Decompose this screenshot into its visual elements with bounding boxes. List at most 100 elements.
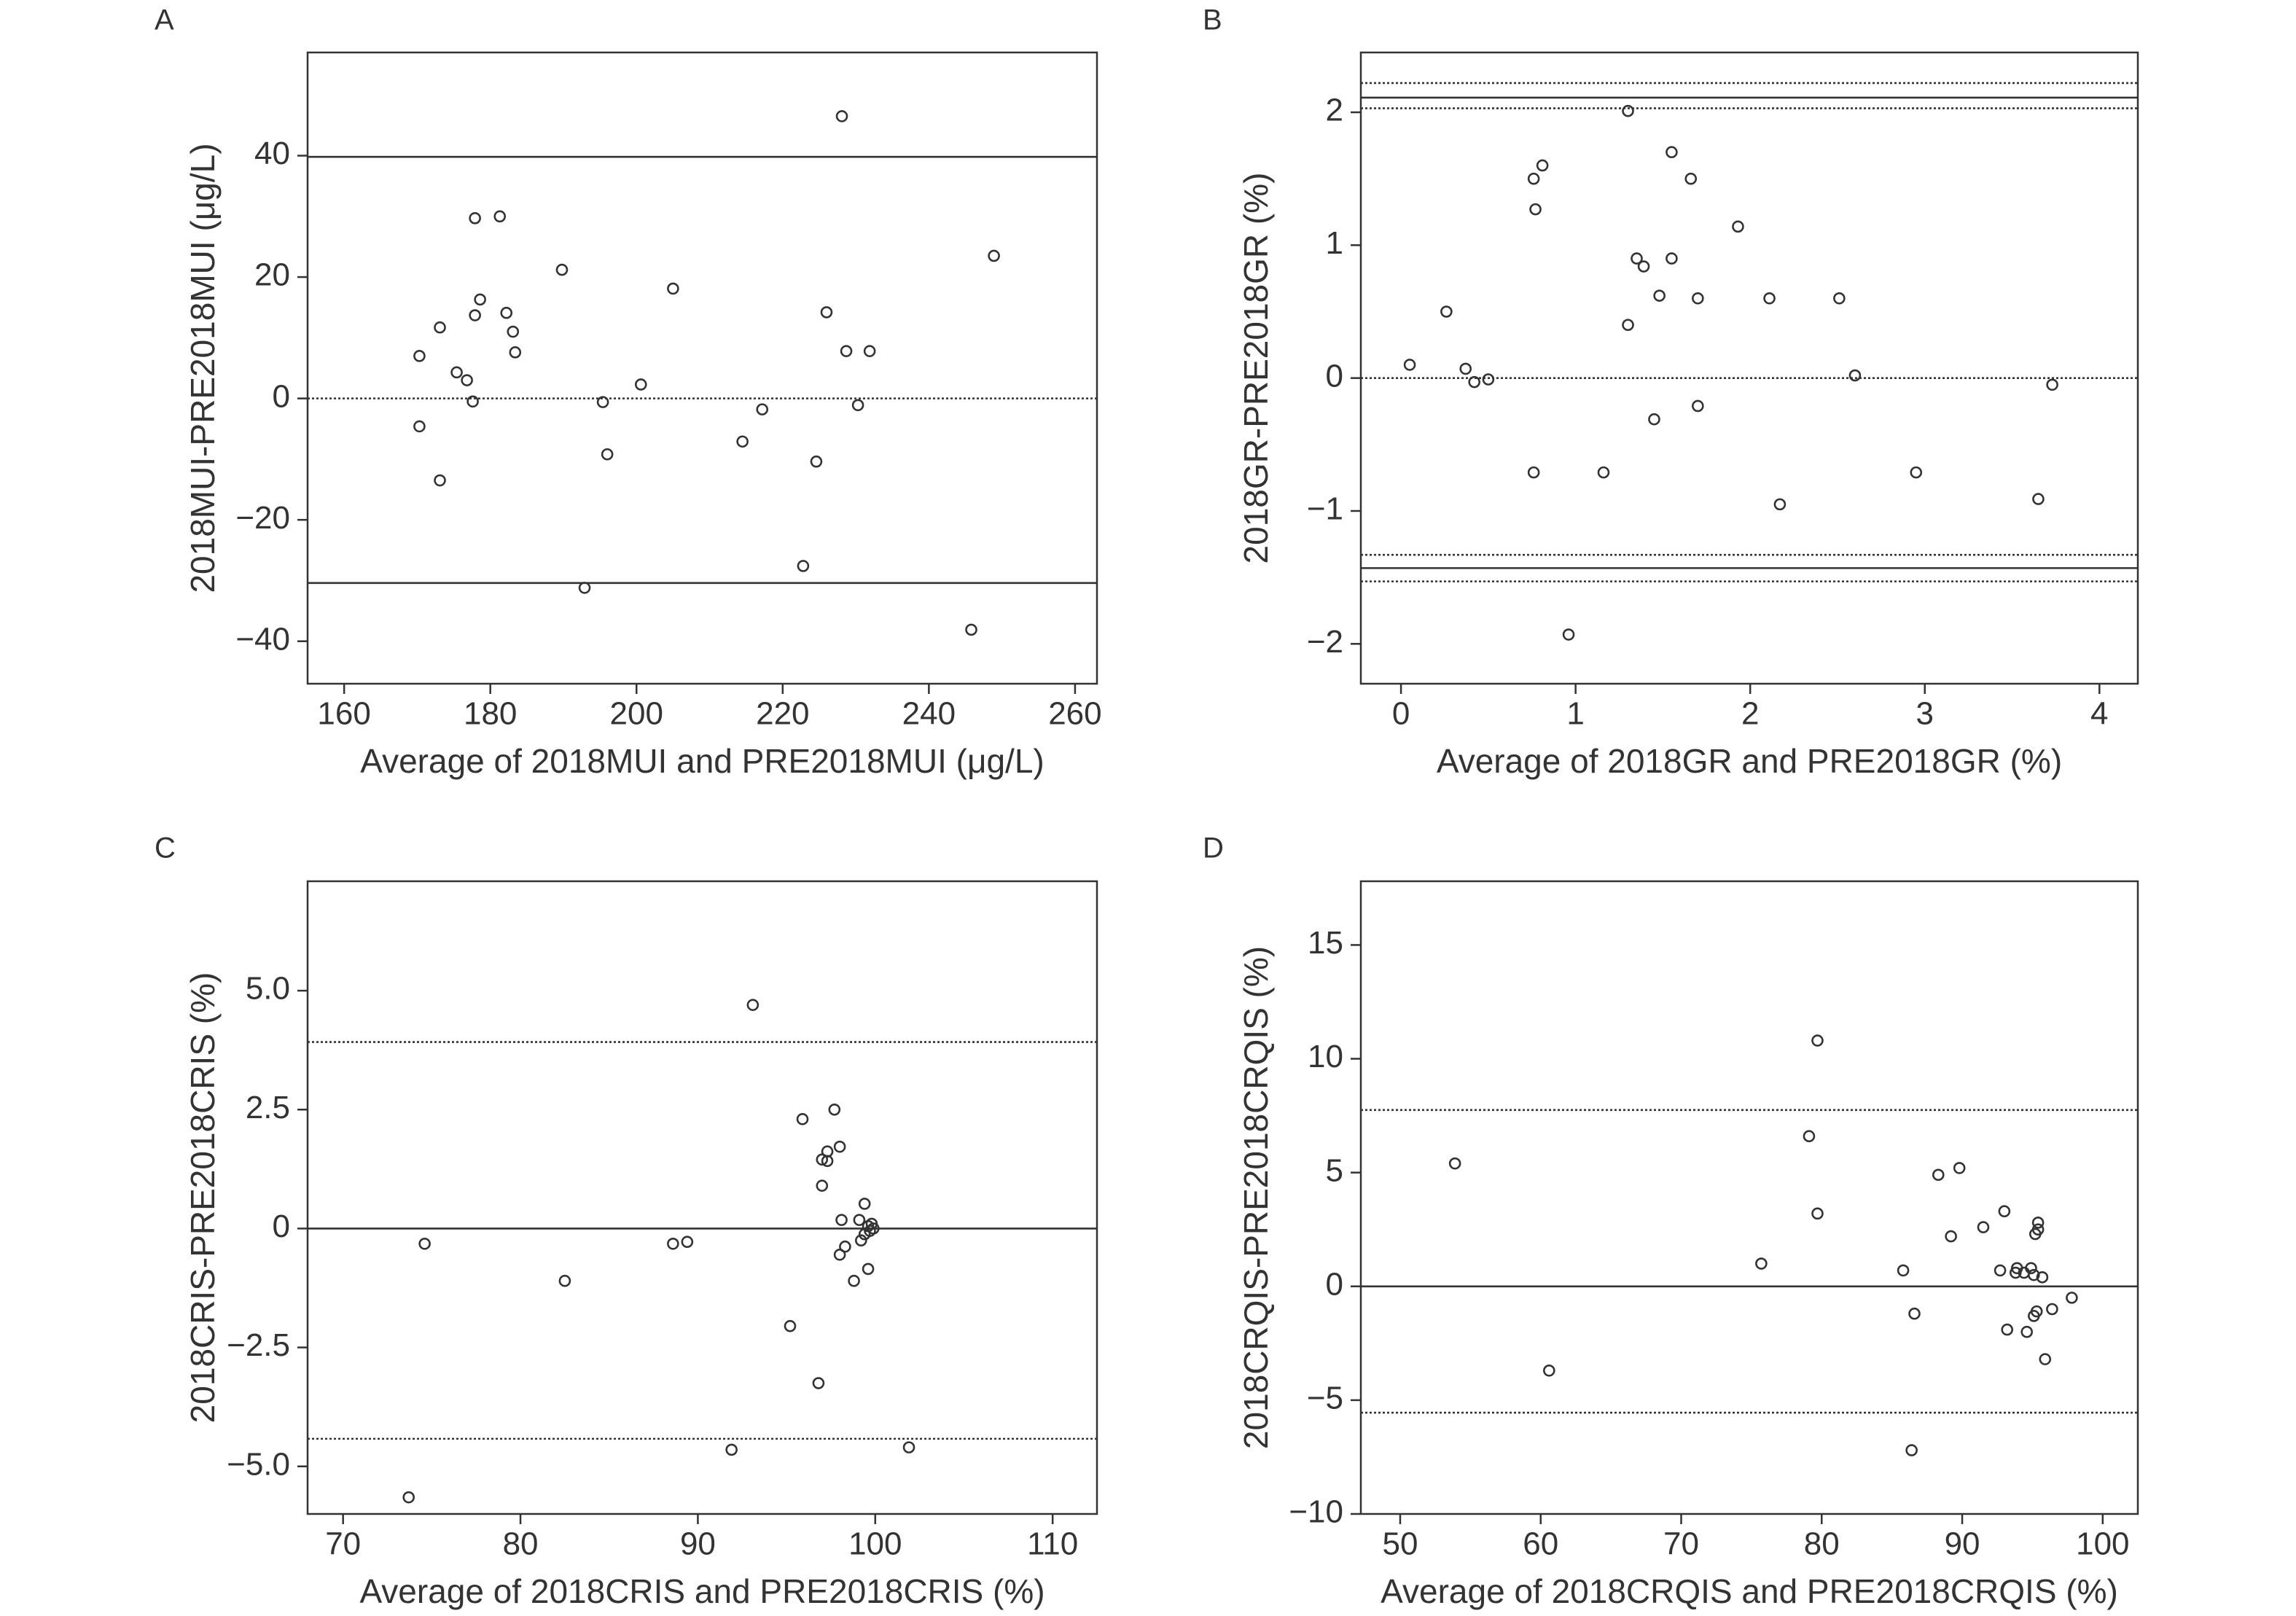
x-axis-label: Average of 2018CRQIS and PRE2018CRQIS (%… bbox=[1381, 1572, 2118, 1610]
data-point bbox=[1692, 292, 1704, 305]
y-axis-label: 2018CRIS-PRE2018CRIS (%) bbox=[184, 972, 222, 1424]
data-point bbox=[1684, 172, 1698, 185]
data-point bbox=[434, 321, 446, 334]
data-point bbox=[1755, 1257, 1768, 1270]
x-tick-label: 1 bbox=[1566, 696, 1584, 732]
y-tick-label: 0 bbox=[1326, 1266, 1343, 1302]
x-tick-label: 70 bbox=[1663, 1526, 1699, 1562]
y-tick-label: −40 bbox=[235, 621, 290, 657]
data-point bbox=[1998, 1205, 2011, 1218]
data-point bbox=[402, 1491, 415, 1504]
data-point bbox=[1622, 319, 1634, 332]
data-point bbox=[1932, 1168, 1945, 1182]
data-point bbox=[784, 1319, 797, 1332]
data-point bbox=[746, 999, 760, 1011]
x-tick-label: 180 bbox=[464, 696, 517, 732]
data-point bbox=[469, 309, 481, 321]
data-point bbox=[1631, 252, 1643, 265]
panel-label: C bbox=[155, 832, 176, 864]
y-tick-label: −1 bbox=[1307, 491, 1343, 527]
data-point bbox=[558, 1274, 571, 1287]
y-tick-label: −5 bbox=[1307, 1381, 1343, 1416]
data-point bbox=[833, 1249, 846, 1261]
data-point bbox=[840, 345, 853, 357]
data-point bbox=[867, 1222, 880, 1235]
data-point bbox=[555, 263, 569, 276]
data-point bbox=[2030, 1305, 2043, 1318]
data-point bbox=[2039, 1353, 2052, 1365]
data-point bbox=[1440, 305, 1453, 318]
plot-frame bbox=[1359, 51, 2139, 685]
data-point bbox=[820, 306, 833, 319]
chart-panel-a: A 160 180 200 220 240 260 −40 −20 0 20 40 Average of… bbox=[155, 4, 1102, 781]
data-point bbox=[450, 366, 463, 379]
data-point bbox=[812, 1377, 825, 1389]
data-point bbox=[1811, 1034, 1824, 1047]
y-axis-label: 2018CRQIS-PRE2018CRQIS (%) bbox=[1237, 946, 1275, 1449]
data-point bbox=[835, 1214, 848, 1226]
x-tick-label: 70 bbox=[325, 1526, 361, 1562]
data-point bbox=[413, 420, 426, 433]
y-tick-label: −10 bbox=[1289, 1494, 1343, 1530]
data-point bbox=[1482, 373, 1495, 386]
data-point bbox=[1848, 369, 1862, 382]
data-point bbox=[634, 378, 647, 391]
data-point bbox=[434, 474, 446, 487]
data-point bbox=[1622, 104, 1634, 117]
panel-label: A bbox=[155, 4, 174, 36]
x-tick-label: 90 bbox=[680, 1526, 716, 1562]
chart-panel-b: B 0 1 2 3 4 −2 −1 0 1 2 Average of 2018GR and PRE20… bbox=[1203, 4, 2139, 780]
panel-label: B bbox=[1203, 4, 1222, 36]
data-point bbox=[2066, 1292, 2078, 1304]
data-point bbox=[1803, 1130, 1816, 1142]
data-point bbox=[851, 399, 864, 412]
data-point bbox=[2031, 1223, 2045, 1236]
x-tick-label: 200 bbox=[610, 696, 663, 732]
x-tick-label: 240 bbox=[902, 696, 956, 732]
data-point bbox=[1543, 1364, 1555, 1377]
data-point bbox=[797, 560, 810, 572]
data-point bbox=[1653, 289, 1666, 302]
data-point bbox=[667, 282, 679, 295]
data-point bbox=[418, 1238, 431, 1250]
data-point bbox=[833, 1140, 846, 1153]
data-point bbox=[2046, 1303, 2058, 1316]
data-point bbox=[1448, 1157, 1461, 1170]
x-axis-label: Average of 2018CRIS and PRE2018CRIS (%) bbox=[359, 1572, 1044, 1610]
y-tick-label: 15 bbox=[1308, 925, 1343, 961]
y-tick-label: −2 bbox=[1307, 624, 1343, 660]
x-tick-label: 100 bbox=[848, 1526, 902, 1562]
data-point bbox=[413, 350, 426, 362]
y-tick-label: 5 bbox=[1326, 1152, 1343, 1188]
y-tick-label: 10 bbox=[1308, 1039, 1343, 1074]
data-point bbox=[1536, 159, 1549, 172]
y-tick-label: 1 bbox=[1326, 225, 1343, 261]
y-tick-label: 2.5 bbox=[246, 1090, 290, 1125]
data-point bbox=[816, 1179, 829, 1192]
data-point bbox=[1637, 260, 1650, 273]
data-point bbox=[1811, 1207, 1824, 1220]
chart-panel-c: C 70 80 90 100 110 −5.0 −2.5 0 2.5 5.0 Average of 2… bbox=[155, 832, 1098, 1610]
x-tick-label: 80 bbox=[1804, 1526, 1840, 1562]
data-point bbox=[2001, 1323, 2014, 1336]
y-tick-label: −5.0 bbox=[227, 1446, 290, 1482]
data-point bbox=[2032, 493, 2045, 505]
data-point bbox=[667, 1238, 679, 1250]
y-axis-label: 2018MUI-PRE2018MUI (μg/L) bbox=[184, 143, 222, 593]
data-point bbox=[1910, 466, 1923, 479]
data-point bbox=[1953, 1162, 1966, 1174]
y-tick-label: 0 bbox=[1326, 358, 1343, 394]
data-point bbox=[858, 1198, 871, 1210]
data-point bbox=[902, 1441, 915, 1453]
data-point bbox=[835, 110, 848, 122]
y-tick-label: 2 bbox=[1326, 93, 1343, 128]
data-point bbox=[500, 306, 513, 319]
data-point bbox=[509, 346, 522, 359]
data-point bbox=[507, 325, 520, 338]
data-point bbox=[988, 249, 1000, 262]
x-tick-label: 160 bbox=[317, 696, 370, 732]
data-point bbox=[1897, 1264, 1910, 1277]
data-point bbox=[461, 374, 473, 386]
data-point bbox=[828, 1103, 841, 1116]
